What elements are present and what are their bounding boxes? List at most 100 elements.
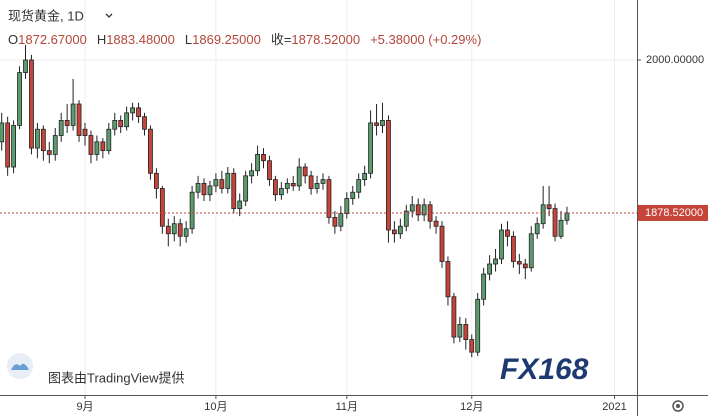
symbol-title[interactable]: 现货黄金, 1D <box>8 8 84 23</box>
candle-body <box>421 204 427 216</box>
candle-body <box>52 135 58 155</box>
candle-body <box>409 204 415 212</box>
candle-body <box>433 220 439 227</box>
candle-body <box>386 120 391 231</box>
ohlc-value: 1869.25000 <box>192 32 261 47</box>
candle-body <box>439 225 445 262</box>
candle-body <box>148 128 153 174</box>
candle-body <box>290 182 296 187</box>
candle-body <box>112 120 118 130</box>
candle-body <box>183 228 189 237</box>
candle-body <box>255 154 260 172</box>
candle-body <box>481 273 487 300</box>
candle-body <box>469 339 475 353</box>
candle-body <box>374 122 379 126</box>
candle-body <box>350 191 356 199</box>
candle-body <box>522 263 528 269</box>
ohlc-value: 1883.48000 <box>106 32 175 47</box>
candle-body <box>463 324 469 340</box>
candle-body <box>130 107 136 114</box>
fx168-logo: FX168 <box>500 353 589 386</box>
candle-body <box>201 182 207 196</box>
candle-body <box>284 182 290 189</box>
candle-body <box>237 200 243 209</box>
credit-cloud <box>11 363 29 370</box>
candle-body <box>380 120 385 126</box>
candle-body <box>165 225 171 235</box>
candle-body <box>136 107 141 118</box>
candle-body <box>64 120 70 126</box>
ohlc-label: 收= <box>271 32 292 47</box>
candle-body <box>153 172 159 189</box>
candle-body <box>314 182 320 189</box>
candle-body <box>391 229 397 235</box>
candle-body <box>296 166 302 187</box>
candle-body <box>106 128 112 152</box>
candle-body <box>231 172 237 209</box>
credit-text: 图表由TradingView提供 <box>48 370 185 385</box>
x-tick-label: 12月 <box>460 401 483 413</box>
candle-body <box>516 261 522 265</box>
last-price-label: 1878.52000 <box>645 207 703 219</box>
candle-body <box>70 103 76 126</box>
candle-body <box>88 135 94 155</box>
candle-body <box>225 172 231 189</box>
candle-body <box>564 212 570 221</box>
candle-body <box>493 258 498 265</box>
candle-body <box>219 179 225 189</box>
candle-body <box>326 179 332 218</box>
candle-body <box>344 198 350 215</box>
y-tick-label: 2000.00000 <box>646 54 704 66</box>
candle-body <box>76 103 82 136</box>
ohlc-value: 1878.52000 <box>291 32 360 47</box>
candle-body <box>368 122 374 174</box>
candle-body <box>177 223 183 237</box>
candle-body <box>17 72 22 126</box>
candle-body <box>332 217 338 227</box>
candle-body <box>118 120 124 128</box>
candle-body <box>308 175 314 189</box>
candle-body <box>11 125 16 168</box>
candle-body <box>499 229 504 260</box>
candle-body <box>35 128 40 149</box>
grid <box>0 0 637 395</box>
candles <box>0 44 570 358</box>
candle-body <box>82 128 88 136</box>
candle-body <box>171 223 177 235</box>
candle-body <box>23 59 28 73</box>
ohlc-value: 1872.67000 <box>18 32 87 47</box>
candle-body <box>546 204 552 209</box>
candle-body <box>302 166 308 177</box>
candle-body <box>100 141 106 152</box>
candle-body <box>338 213 344 227</box>
interval-chevron[interactable] <box>105 13 113 18</box>
settings-gear[interactable] <box>672 400 684 412</box>
candle-body <box>46 150 52 155</box>
ohlc-label: H <box>97 32 106 47</box>
ohlc-legend: O1872.67000 H1883.48000 L1869.25000 收=1878.… <box>8 32 481 47</box>
candle-body <box>540 204 546 225</box>
candle-body <box>5 122 11 168</box>
candle-body <box>487 263 493 275</box>
candle-body <box>272 179 278 196</box>
candle-body <box>362 172 368 181</box>
candle-body <box>213 179 219 187</box>
x-tick-label: 2021 <box>602 401 626 413</box>
candle-body <box>534 223 540 235</box>
candle-body <box>475 298 481 353</box>
candle-body <box>0 122 5 143</box>
candle-body <box>397 225 403 235</box>
ohlc-label: O <box>8 32 18 47</box>
candle-body <box>94 141 100 155</box>
tradingview-credit[interactable]: 图表由TradingView提供 <box>7 353 185 385</box>
candle-body <box>320 179 326 184</box>
candle-body <box>505 229 510 237</box>
candle-body <box>356 179 362 193</box>
candle-body <box>124 112 130 128</box>
candle-body <box>415 204 421 216</box>
candle-body <box>278 188 284 196</box>
candle-body <box>249 170 255 177</box>
candle-body <box>189 191 195 230</box>
